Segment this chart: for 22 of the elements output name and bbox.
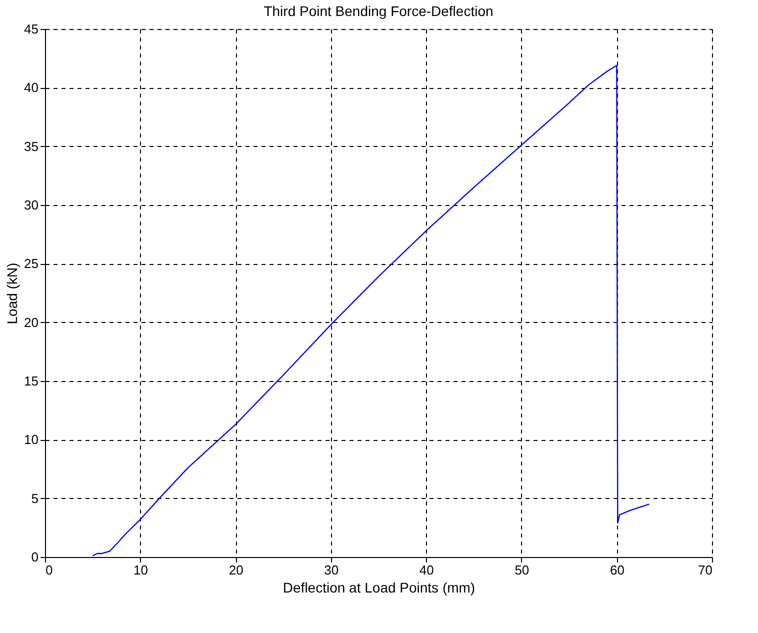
y-tick-label: 20: [24, 314, 38, 330]
x-tick-label: 30: [324, 562, 339, 578]
y-tick-label: 25: [24, 256, 38, 272]
y-tick-label: 45: [24, 22, 38, 36]
x-tick-label: 0: [46, 562, 53, 578]
x-tick-label: 40: [419, 562, 434, 578]
x-tick-label: 60: [610, 562, 624, 578]
y-tick-label: 30: [24, 198, 38, 212]
chart-title: Third Point Bending Force-Deflection: [264, 3, 494, 19]
y-tick-label: 40: [24, 80, 38, 96]
y-tick-label: 5: [31, 490, 38, 506]
x-tick-label: 20: [228, 562, 244, 578]
x-tick-label: 70: [698, 562, 712, 578]
y-tick-label: 0: [31, 550, 38, 564]
x-axis-title: Deflection at Load Points (mm): [282, 580, 476, 596]
y-tick-label: 10: [24, 432, 38, 448]
line-series: [92, 64, 650, 556]
y-tick-label: 35: [24, 138, 38, 154]
y-tick-label: 15: [24, 374, 38, 388]
y-axis-title: Load (kN): [4, 262, 20, 324]
x-tick-label: 50: [514, 562, 530, 578]
x-tick-label: 10: [134, 562, 148, 578]
